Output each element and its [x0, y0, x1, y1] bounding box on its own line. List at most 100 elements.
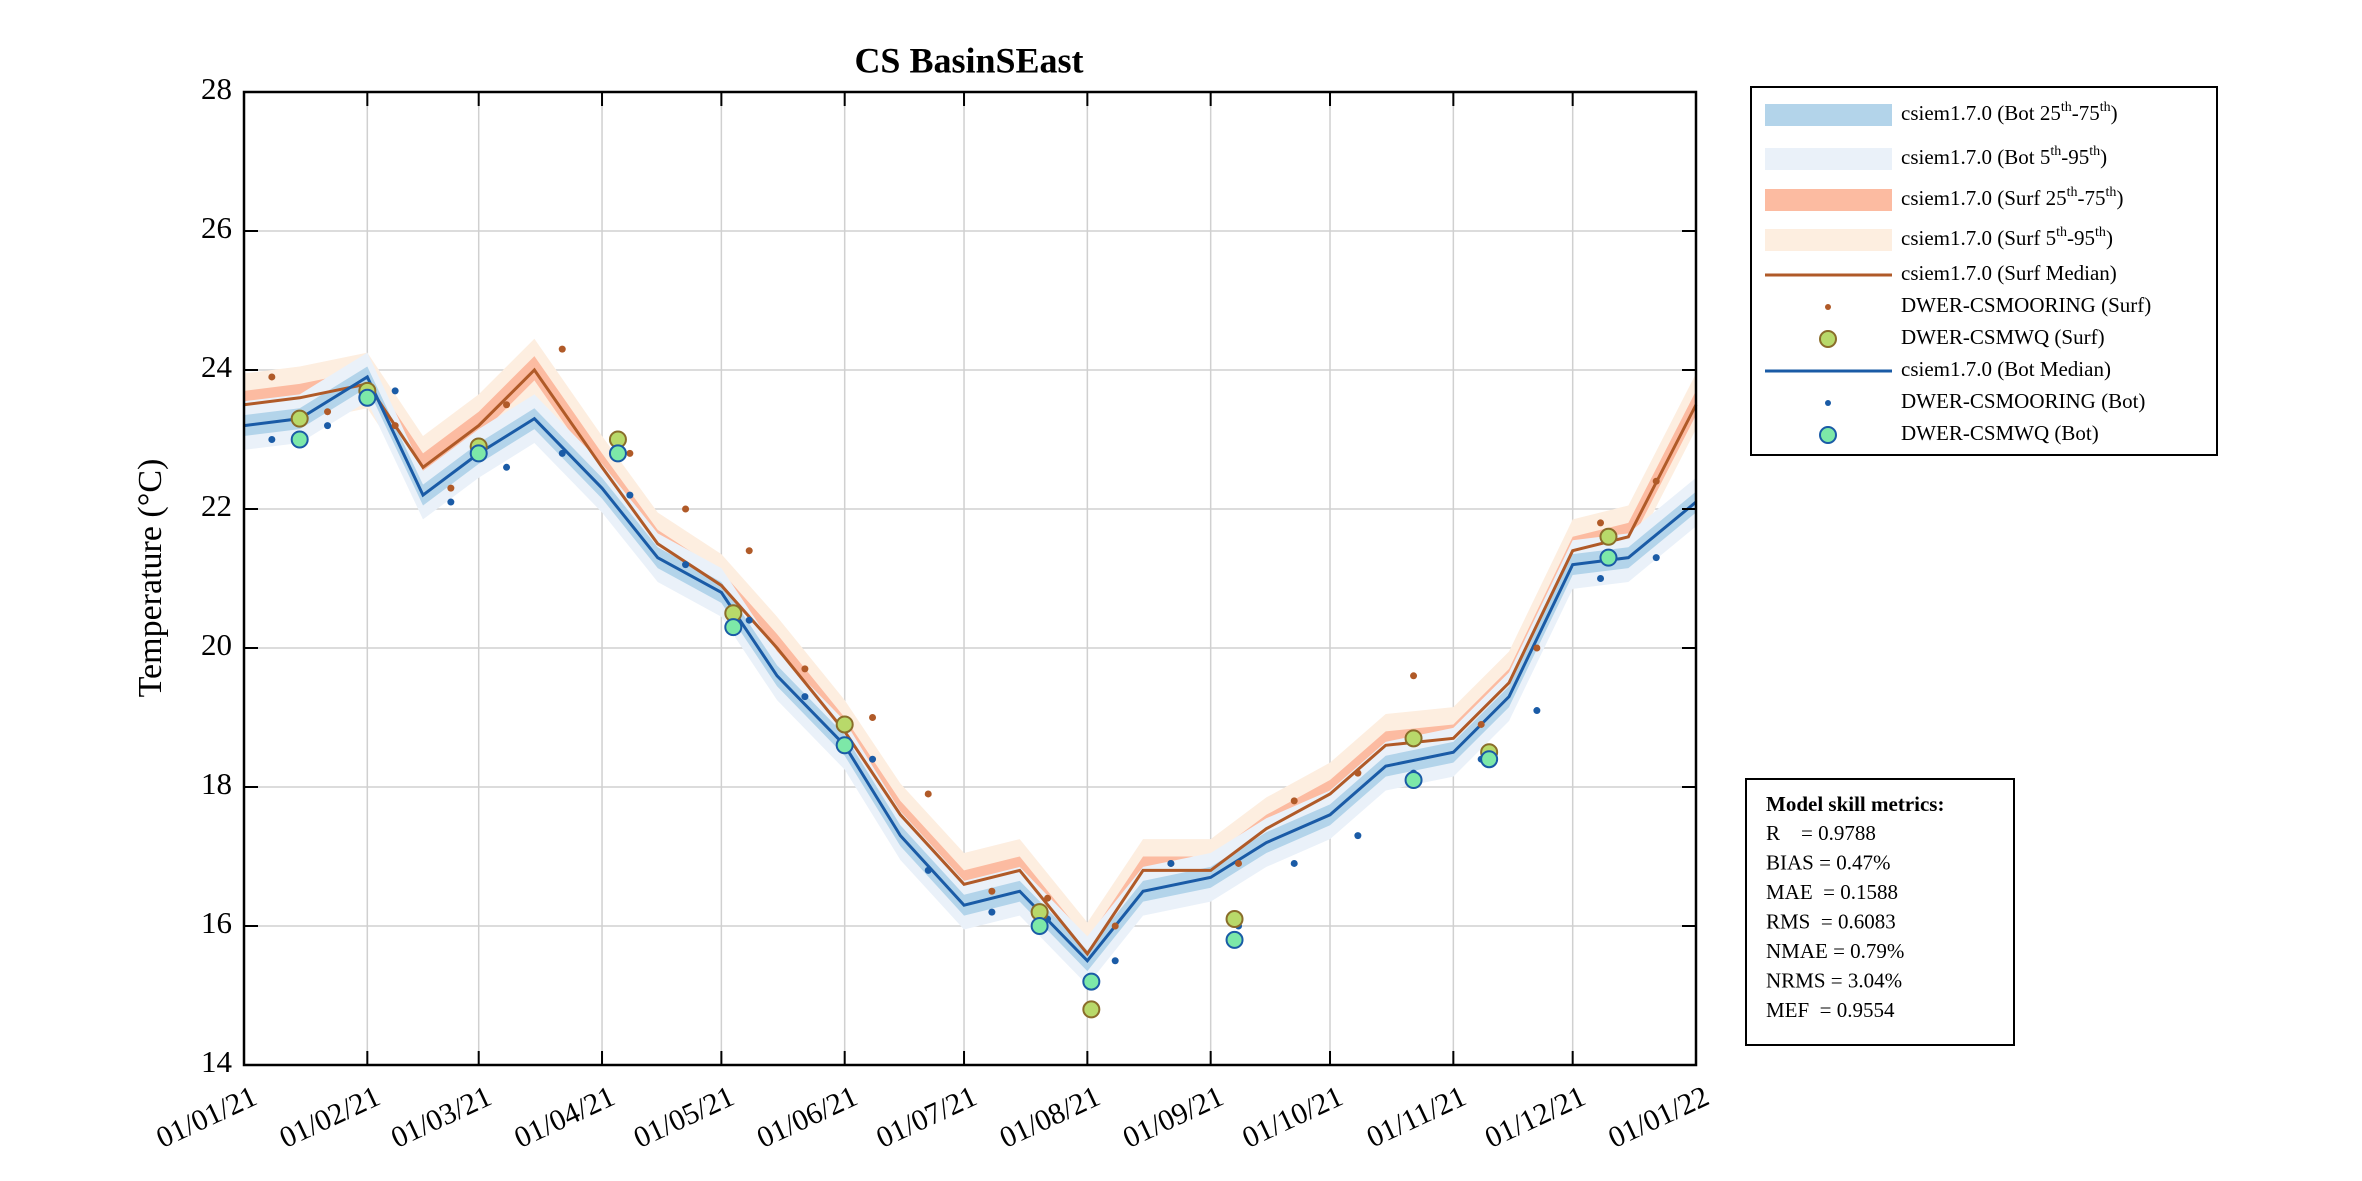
median-line [243, 367, 1698, 957]
legend-label-part: DWER-CSMWQ (Surf) [1901, 325, 2105, 349]
mooring-point [447, 498, 455, 506]
legend-label-part: -75 [2072, 101, 2100, 125]
mooring-point [1533, 707, 1541, 715]
legend-label-part: th [2061, 100, 2072, 115]
wq-point [835, 736, 854, 755]
mooring-point [801, 693, 809, 701]
legend-label-part: th [2106, 185, 2117, 200]
mooring-point [1235, 859, 1243, 867]
wq-point [358, 388, 377, 407]
mooring-point [1597, 519, 1605, 527]
metrics-line: MEF = 0.9554 [1766, 998, 1895, 1022]
mooring-point [869, 714, 877, 721]
legend-label-part: ) [2106, 226, 2113, 250]
y-tick-label: 20 [201, 627, 232, 662]
legend-swatch [1765, 148, 1892, 170]
mooring-point [391, 387, 399, 395]
mooring-point [503, 463, 511, 471]
y-tick-label: 28 [201, 71, 232, 106]
legend-label: csiem1.7.0 (Surf 25th-75th) [1901, 185, 2123, 210]
legend-label: DWER-CSMWQ (Bot) [1901, 421, 2099, 445]
mooring-point [1044, 894, 1052, 902]
mooring-point [1477, 720, 1485, 728]
band [244, 352, 1696, 986]
mooring-point [1290, 797, 1298, 805]
legend-label-part: th [2050, 144, 2061, 159]
wq-point [608, 444, 627, 463]
mooring-point [1652, 477, 1660, 485]
mooring-point [1111, 922, 1119, 930]
mooring-point [682, 561, 690, 569]
metrics-line: NMAE = 0.79% [1766, 939, 1904, 963]
legend-label-part: csiem1.7.0 (Surf 25 [1901, 186, 2067, 210]
legend-label-part: -95 [2061, 145, 2089, 169]
mooring-point [1533, 644, 1541, 652]
legend-label-part: csiem1.7.0 (Bot 25 [1901, 101, 2061, 125]
legend-label-part: th [2095, 225, 2106, 240]
axes-box [242, 90, 1698, 1067]
metrics-box [1745, 778, 2015, 1046]
chart-title: CS BasinSEast [854, 40, 1083, 80]
y-tick-label: 22 [201, 488, 232, 523]
mooring-point [268, 436, 276, 443]
wq-point [724, 618, 743, 637]
legend-label-part: -95 [2067, 226, 2095, 250]
mooring-point [745, 547, 753, 555]
mooring-point [391, 422, 399, 430]
metrics-line: NRMS = 3.04% [1766, 968, 1902, 992]
band [244, 366, 1696, 972]
legend-label-part: th [2067, 185, 2078, 200]
wq-point [1404, 729, 1423, 748]
mooring-point [1354, 832, 1362, 840]
metrics-line: BIAS = 0.47% [1766, 850, 1890, 874]
metrics-line: MAE = 0.1588 [1766, 880, 1898, 904]
wq-point [290, 430, 309, 449]
mooring-point [988, 908, 996, 916]
legend-label-part: DWER-CSMWQ (Bot) [1901, 421, 2099, 445]
wq-point [1225, 930, 1244, 949]
plot-area [243, 91, 1698, 1066]
legend-label: DWER-CSMOORING (Bot) [1901, 389, 2145, 413]
legend-label: DWER-CSMWQ (Surf) [1901, 325, 2105, 349]
legend-label-part: csiem1.7.0 (Surf Median) [1901, 261, 2117, 285]
legend-swatch [1825, 400, 1831, 406]
y-tick-label: 16 [201, 905, 232, 940]
mooring-point [324, 422, 332, 430]
legend-label: csiem1.7.0 (Bot 5th-95th) [1901, 144, 2107, 169]
mooring-point [1652, 554, 1660, 562]
wq-point [1480, 750, 1499, 769]
wq-point [835, 715, 854, 734]
metrics-line: R = 0.9788 [1766, 821, 1876, 845]
legend-label-part: csiem1.7.0 (Surf 5 [1901, 226, 2056, 250]
metrics-title: Model skill metrics: [1766, 792, 1944, 816]
legend-swatch [1765, 229, 1892, 251]
wq-point [1599, 527, 1618, 546]
legend-swatch [1825, 304, 1831, 310]
mooring-point [1290, 859, 1298, 867]
mooring-point [503, 401, 511, 409]
legend-label-part: -75 [2078, 186, 2106, 210]
mooring-point [626, 491, 634, 499]
y-tick-label: 14 [201, 1044, 233, 1079]
mooring-point [324, 408, 332, 416]
wq-point [1030, 917, 1049, 935]
mooring-point [1597, 575, 1605, 582]
mooring-point [682, 505, 690, 513]
mooring-point [745, 616, 753, 624]
mooring-point [924, 866, 932, 874]
mooring-point [1410, 672, 1418, 680]
y-tick-label: 18 [201, 766, 232, 801]
legend-label: csiem1.7.0 (Bot Median) [1901, 357, 2111, 381]
wq-point [1599, 548, 1618, 567]
legend-label-part: ) [2100, 145, 2107, 169]
legend-label-part: th [2100, 100, 2111, 115]
wq-point [1404, 771, 1423, 790]
wq-point [469, 444, 488, 463]
mooring-point [447, 484, 455, 492]
legend-label-part: th [2056, 225, 2067, 240]
legend-label: DWER-CSMOORING (Surf) [1901, 293, 2151, 317]
wq-point [290, 409, 309, 428]
mooring-point [869, 755, 877, 763]
mooring-point [558, 345, 566, 353]
